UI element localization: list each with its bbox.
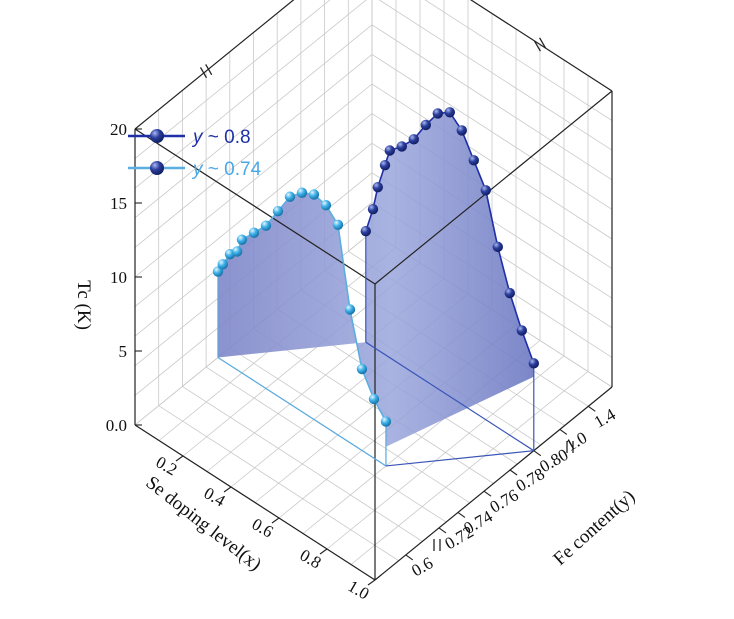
series-1-point-16 (380, 416, 392, 427)
series-1-point-1 (217, 259, 228, 270)
grid-line-floor-x (326, 355, 565, 550)
series-1-point-9 (296, 187, 308, 198)
y-tick-label-3: 0.76 (487, 485, 522, 516)
y-tick-label-0: 0.6 (408, 553, 436, 580)
floor-link (385, 450, 534, 467)
frame-edge-4 (469, 0, 613, 92)
frame-layer (134, 0, 613, 581)
series-0-point-5 (396, 141, 407, 152)
series-0-point-4 (384, 145, 395, 156)
series-0-point-9 (444, 107, 455, 118)
series-0-point-14 (504, 287, 515, 299)
series-1-point-14 (356, 363, 368, 375)
series-1-point-12 (332, 219, 344, 230)
series-0-point-11 (468, 155, 479, 166)
x-tick-mark-1 (223, 486, 232, 493)
floor-line-y08 (365, 341, 535, 452)
z-axis-title: Tc (K) (73, 280, 94, 330)
frame-edge-0 (134, 424, 376, 581)
x-axis-title: Se doping level(x) (142, 472, 266, 575)
legend-item-0: y ~ 0.8 (128, 127, 251, 148)
y-tick-mark-7 (587, 405, 596, 412)
x-tick-label-4: 1.0 (345, 576, 373, 603)
series-0-point-2 (372, 181, 383, 193)
series-1-point-8 (284, 191, 296, 202)
grid-line-floor-y (253, 328, 494, 484)
series-1-point-5 (248, 227, 260, 238)
series-1-point-6 (260, 220, 272, 231)
z-tick-label-4: 20 (110, 120, 127, 139)
series-0-point-7 (420, 119, 431, 131)
z-tick-label-2: 10 (110, 268, 127, 287)
frame-edge-7 (374, 90, 613, 285)
series-1-point-7 (272, 206, 284, 217)
series-0-point-12 (480, 185, 491, 196)
series-1-point-4 (236, 234, 248, 245)
legend-marker-1 (150, 161, 164, 175)
axis-break-top-back-0 (539, 37, 547, 49)
y-axis-title: Fe content(y) (549, 486, 639, 570)
z-tick-label-1: 5 (119, 342, 128, 361)
y-tick-mark-6 (559, 429, 568, 435)
series-0-point-1 (367, 204, 379, 215)
surface-patch (217, 112, 534, 447)
series-0-point-13 (492, 241, 503, 253)
legend-marker-0 (150, 129, 164, 143)
series-0-point-16 (528, 358, 539, 369)
series-1-point-13 (344, 304, 356, 315)
y-tick-mark-1 (438, 527, 447, 534)
series-0-point-15 (516, 325, 527, 336)
series-0-point-3 (379, 159, 391, 171)
series-0-point-10 (456, 125, 467, 136)
y-tick-mark-4 (509, 469, 518, 476)
legend: y ~ 0.8 y ~ 0.74 (128, 127, 262, 180)
z-tick-label-3: 15 (110, 194, 127, 213)
series-0-point-6 (408, 134, 419, 145)
x-tick-label-3: 0.8 (297, 545, 325, 572)
frame-edge-1 (374, 386, 613, 581)
z-tick-label-0: 0.0 (106, 416, 127, 435)
axis-break-top-back-1 (533, 40, 541, 52)
series-0-point-0 (360, 225, 371, 237)
x-tick-label-1: 0.4 (201, 483, 229, 510)
series-0-point-8 (432, 108, 443, 119)
y-tick-mark-3 (483, 490, 492, 497)
series-1-point-15 (368, 393, 380, 405)
x-tick-mark-4 (367, 579, 376, 586)
axis-break-top-left-1 (199, 67, 208, 79)
x-tick-mark-0 (175, 455, 184, 462)
frame-edge-6 (134, 128, 376, 285)
legend-label-0: y ~ 0.8 (191, 127, 251, 148)
x-tick-mark-2 (271, 517, 280, 524)
series-1-point-11 (320, 200, 332, 211)
series-1-point-3 (231, 246, 243, 257)
series-1-point-10 (308, 189, 320, 200)
axis-break-top-left-0 (205, 64, 213, 76)
y-tick-mark-2 (457, 512, 466, 518)
x-tick-mark-3 (319, 548, 328, 555)
series-layer (212, 107, 539, 427)
floor-line-y074 (217, 356, 387, 467)
grid-line-floor-x (350, 371, 589, 565)
legend-item-1: y ~ 0.74 (128, 159, 262, 180)
frame-edge-3 (134, 0, 295, 130)
y-tick-mark-0 (405, 554, 414, 561)
surface-layer (217, 112, 534, 447)
y-tick-label-7: 1.4 (591, 404, 619, 431)
y-tick-mark-5 (533, 450, 542, 457)
legend-label-1: y ~ 0.74 (191, 159, 262, 180)
x-tick-label-2: 0.6 (249, 514, 277, 541)
